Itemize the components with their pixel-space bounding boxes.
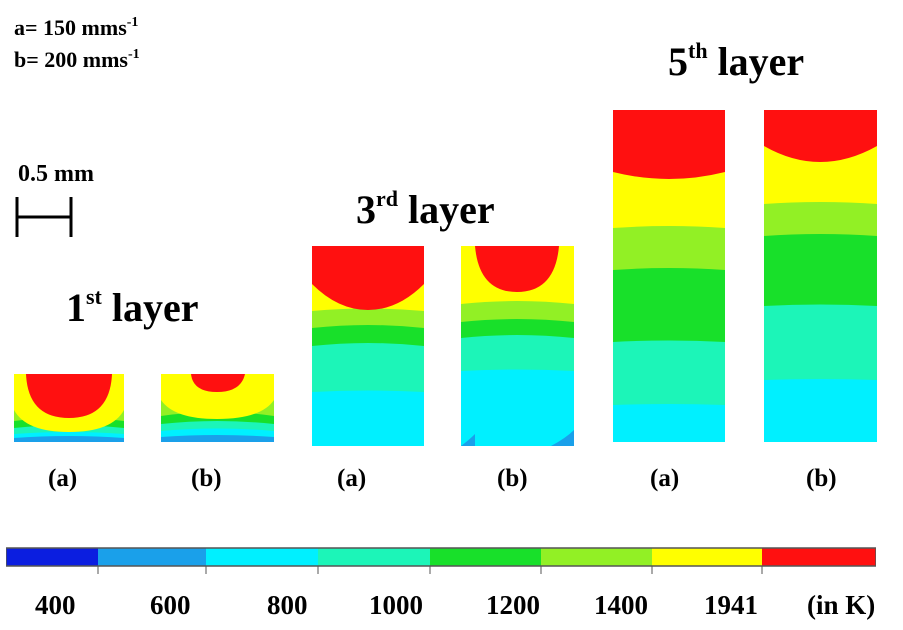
param-b: b= 200 mms-1 — [14, 47, 140, 72]
melt-pool-layer5-b — [764, 110, 877, 442]
colorbar-tick-1941: 1941 — [704, 590, 758, 620]
colorbar-tick-400: 400 — [35, 590, 76, 620]
scale-bar — [15, 197, 73, 237]
case-label-layer3-b: (b) — [497, 465, 528, 492]
colorbar-segment — [318, 548, 430, 566]
colorbar-segment — [541, 548, 652, 566]
colorbar-tick-800: 800 — [267, 590, 308, 620]
colorbar-frame — [6, 547, 876, 567]
colorbar-segment — [762, 548, 876, 566]
melt-pool-layer1-b — [161, 374, 274, 442]
melt-pool-layer5-a — [613, 110, 725, 442]
layer-title-5: 5th layer — [668, 38, 805, 84]
param-a: a= 150 mms-1 — [14, 15, 139, 40]
case-label-layer1-a: (a) — [48, 465, 78, 492]
scale-bar-label: 0.5 mm — [18, 161, 94, 187]
colorbar-tick-600: 600 — [150, 590, 191, 620]
colorbar-tick-1400: 1400 — [594, 590, 648, 620]
colorbar-tick-1000: 1000 — [369, 590, 423, 620]
colorbar-segment — [6, 548, 98, 566]
melt-pool-layer3-a — [312, 246, 424, 446]
layer-title-3: 3rd layer — [356, 186, 495, 232]
case-label-layer3-a: (a) — [337, 465, 367, 492]
melt-pool-layer3-b — [461, 246, 574, 446]
colorbar-tick-1200: 1200 — [486, 590, 540, 620]
colorbar-unit: (in K) — [807, 590, 876, 620]
case-label-layer5-a: (a) — [650, 465, 680, 492]
colorbar-segment — [430, 548, 541, 566]
colorbar-segment — [98, 548, 206, 566]
colorbar-segment — [206, 548, 318, 566]
temperature-colorbar — [6, 547, 876, 574]
speed-parameters: a= 150 mms-1 b= 200 mms-1 — [14, 16, 140, 80]
case-label-layer5-b: (b) — [806, 465, 837, 492]
melt-pool-layer1-a — [14, 374, 124, 442]
layer-title-1: 1st layer — [66, 284, 199, 330]
case-label-layer1-b: (b) — [191, 465, 222, 492]
colorbar-segment — [652, 548, 762, 566]
